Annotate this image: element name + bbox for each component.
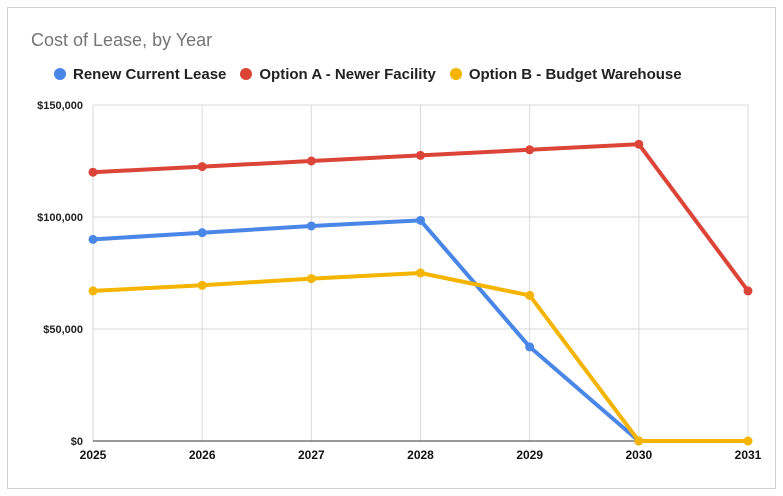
series-1-point-1 — [197, 162, 207, 172]
series-0-point-1 — [197, 228, 207, 238]
x-tick-label-4: 2029 — [516, 448, 543, 462]
series-0-point-3 — [416, 215, 425, 225]
x-tick-label-0: 2025 — [80, 448, 107, 462]
x-tick-label-5: 2030 — [625, 448, 652, 462]
series-1-point-6 — [743, 286, 753, 296]
series-2-point-4 — [525, 290, 535, 300]
y-tick-label-2: $100,000 — [37, 212, 83, 224]
series-1-point-4 — [525, 145, 535, 155]
series-0-point-2 — [306, 221, 316, 231]
series-1-point-3 — [416, 150, 425, 160]
legend-item-renew[interactable]: Renew Current Lease — [54, 66, 226, 83]
y-tick-label-3: $150,000 — [37, 100, 83, 112]
x-tick-label-6: 2031 — [735, 448, 762, 462]
series-1-point-2 — [306, 156, 316, 166]
legend-label-option-b: Option B - Budget Warehouse — [468, 65, 682, 83]
series-0-point-0 — [88, 234, 98, 244]
series-2-point-5 — [634, 436, 644, 446]
series-1-point-0 — [88, 167, 98, 177]
series-2-point-0 — [88, 286, 98, 296]
legend-swatch-option-b — [449, 68, 462, 80]
series-2-point-1 — [197, 280, 207, 290]
series-2-point-3 — [416, 268, 425, 278]
legend-swatch-option-a — [240, 68, 253, 80]
legend-item-option-a[interactable]: Option A - Newer Facility — [240, 65, 436, 83]
chart-frame — [7, 7, 776, 489]
series-2-point-2 — [306, 274, 316, 284]
legend-swatch-renew — [54, 68, 66, 80]
chart-legend: Renew Current Lease Option A - Newer Fac… — [54, 64, 696, 84]
x-tick-label-1: 2026 — [189, 448, 216, 462]
legend-label-option-a: Option A - Newer Facility — [259, 65, 436, 83]
legend-label-renew: Renew Current Lease — [73, 65, 227, 83]
series-2-point-6 — [743, 436, 753, 446]
series-1-point-5 — [634, 139, 644, 149]
x-tick-label-3: 2028 — [407, 448, 434, 462]
x-tick-label-2: 2027 — [298, 448, 325, 462]
series-line-0 — [91, 218, 641, 443]
series-0-point-4 — [525, 342, 535, 352]
y-tick-label-1: $50,000 — [43, 324, 83, 336]
legend-item-option-b[interactable]: Option B - Budget Warehouse — [449, 65, 682, 83]
y-tick-label-0: $0 — [71, 436, 83, 448]
chart-title: Cost of Lease, by Year — [31, 30, 213, 50]
